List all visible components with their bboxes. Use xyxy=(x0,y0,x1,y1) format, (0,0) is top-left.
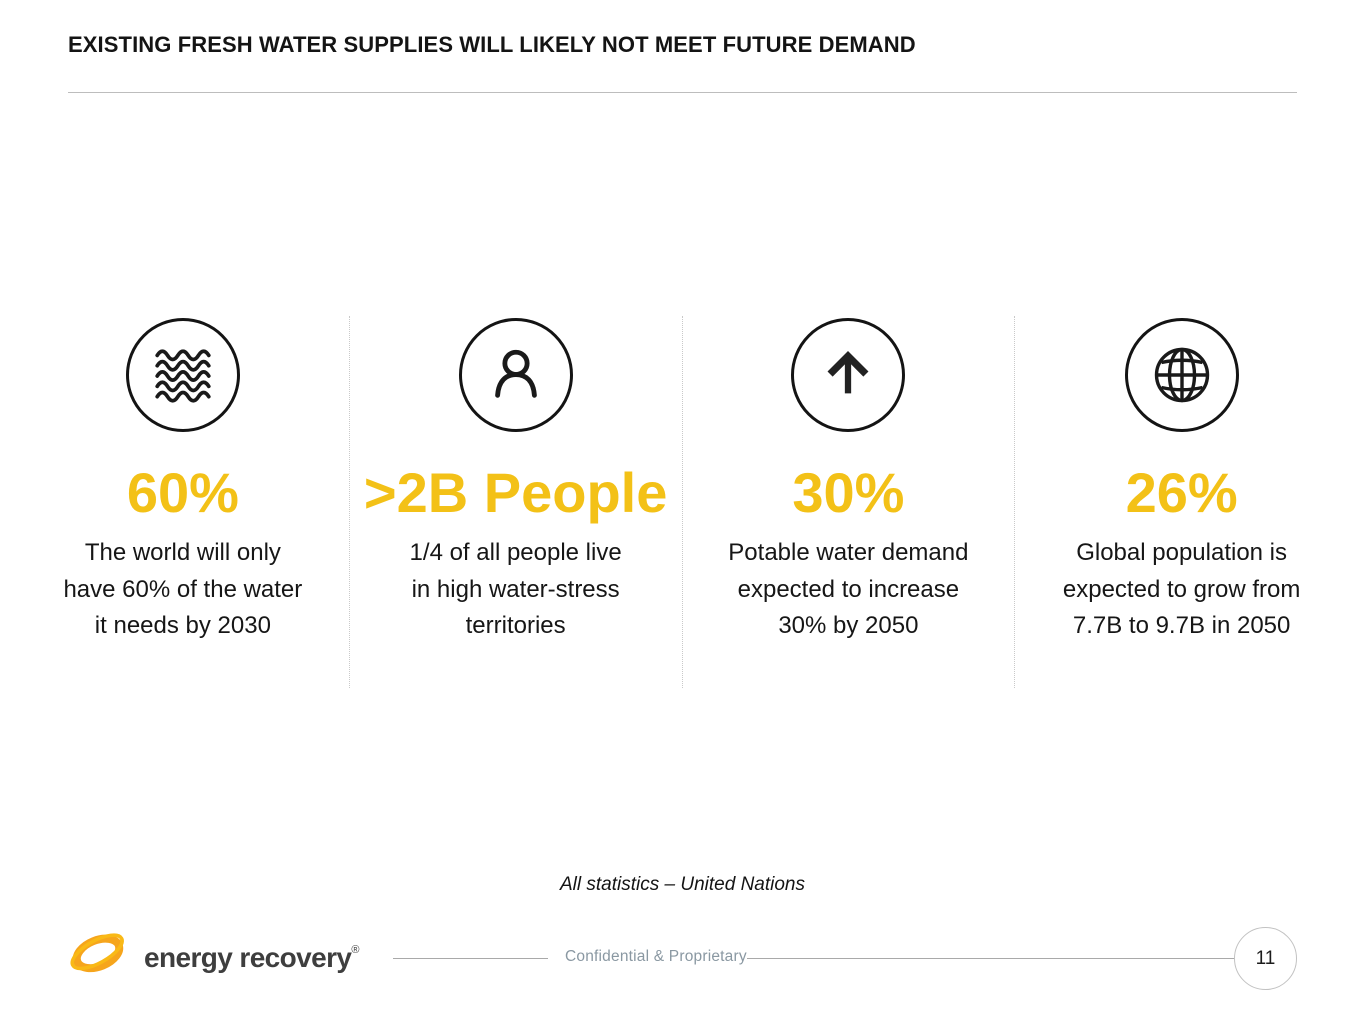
stat-description: Potable water demand expected to increas… xyxy=(728,539,969,639)
page-number-badge: 11 xyxy=(1234,927,1297,990)
icon-circle xyxy=(791,318,906,432)
title-divider xyxy=(68,92,1297,93)
stat-description: Global population is expected to grow fr… xyxy=(1062,539,1301,639)
globe-icon xyxy=(1150,343,1214,407)
footer-divider-left xyxy=(393,958,548,959)
footer-divider-right xyxy=(747,958,1234,959)
company-logo: energy recovery® xyxy=(66,924,359,991)
source-note: All statistics – United Nations xyxy=(560,874,805,895)
stats-row: 60% The world will only have 60% of the … xyxy=(17,316,1348,688)
icon-circle xyxy=(125,318,240,432)
page-number: 11 xyxy=(1255,947,1276,969)
stat-value: 30% xyxy=(792,461,905,524)
stat-value: >2B People xyxy=(363,461,668,524)
energy-recovery-logo-icon xyxy=(66,924,130,991)
stat-value: 26% xyxy=(1125,461,1238,524)
waves-icon xyxy=(150,344,216,406)
page-title: EXISTING FRESH WATER SUPPLIES WILL LIKEL… xyxy=(68,32,916,57)
stat-description: The world will only have 60% of the wate… xyxy=(63,539,303,639)
person-icon xyxy=(485,344,547,406)
stat-column-water-supply: 60% The world will only have 60% of the … xyxy=(17,316,350,688)
stat-description: 1/4 of all people live in high water-str… xyxy=(409,539,622,639)
logo-wordmark: energy recovery® xyxy=(144,941,359,973)
confidential-label: Confidential & Proprietary xyxy=(565,948,747,965)
icon-circle xyxy=(1124,318,1239,432)
arrow-up-icon xyxy=(817,344,879,406)
stat-column-demand: 30% Potable water demand expected to inc… xyxy=(683,316,1016,688)
stat-column-population: 26% Global population is expected to gro… xyxy=(1015,316,1348,688)
icon-circle xyxy=(458,318,573,432)
stat-value: 60% xyxy=(126,461,239,524)
stat-column-people: >2B People 1/4 of all people live in hig… xyxy=(350,316,683,688)
registered-mark: ® xyxy=(351,943,359,956)
